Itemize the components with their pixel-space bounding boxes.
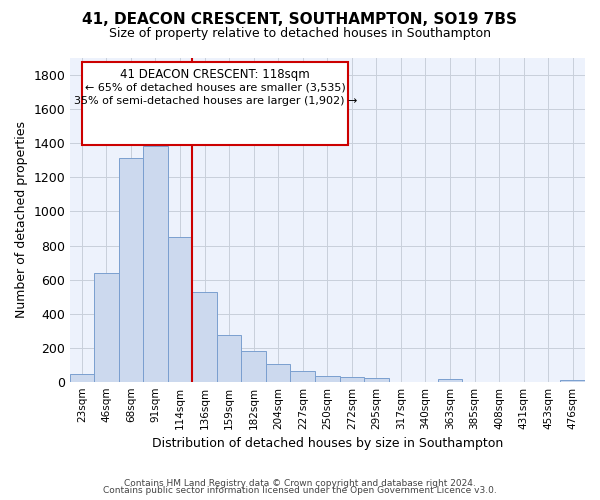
Bar — [290, 372, 315, 382]
Bar — [94, 273, 119, 382]
Text: Size of property relative to detached houses in Southampton: Size of property relative to detached ho… — [109, 28, 491, 40]
FancyBboxPatch shape — [82, 62, 348, 145]
Text: 41, DEACON CRESCENT, SOUTHAMPTON, SO19 7BS: 41, DEACON CRESCENT, SOUTHAMPTON, SO19 7… — [83, 12, 517, 28]
Bar — [438, 379, 462, 382]
Bar — [340, 377, 364, 382]
Bar — [364, 378, 389, 382]
Bar — [143, 146, 168, 382]
Bar — [315, 376, 340, 382]
Bar — [119, 158, 143, 382]
Text: Contains HM Land Registry data © Crown copyright and database right 2024.: Contains HM Land Registry data © Crown c… — [124, 478, 476, 488]
Bar — [266, 364, 290, 382]
Y-axis label: Number of detached properties: Number of detached properties — [15, 122, 28, 318]
Bar — [193, 292, 217, 382]
Text: 35% of semi-detached houses are larger (1,902) →: 35% of semi-detached houses are larger (… — [74, 96, 357, 106]
Bar — [70, 374, 94, 382]
Bar — [560, 380, 585, 382]
Text: Contains public sector information licensed under the Open Government Licence v3: Contains public sector information licen… — [103, 486, 497, 495]
Bar — [168, 237, 193, 382]
Text: ← 65% of detached houses are smaller (3,535): ← 65% of detached houses are smaller (3,… — [85, 82, 346, 92]
Text: 41 DEACON CRESCENT: 118sqm: 41 DEACON CRESCENT: 118sqm — [121, 68, 310, 81]
Bar — [217, 336, 241, 382]
X-axis label: Distribution of detached houses by size in Southampton: Distribution of detached houses by size … — [152, 437, 503, 450]
Bar — [241, 350, 266, 382]
